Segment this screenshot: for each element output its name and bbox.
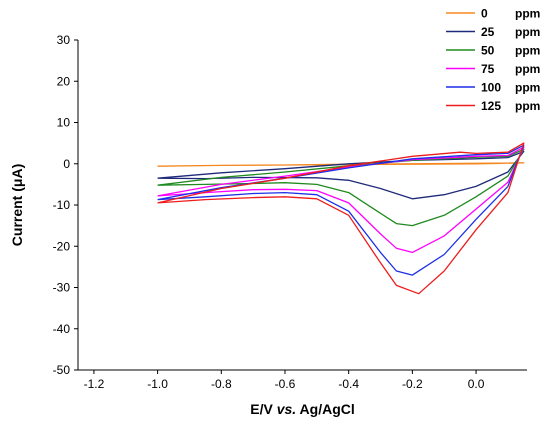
y-tick-label: -20 — [53, 239, 71, 253]
legend-unit-100: ppm — [515, 81, 540, 95]
series-line-0-ppm — [157, 162, 525, 167]
series-line-25-ppm — [157, 150, 525, 200]
x-tick-label: 0.0 — [468, 377, 485, 391]
x-tick-label: -0.6 — [275, 377, 296, 391]
legend-value-25: 25 — [481, 25, 495, 39]
x-tick-label: -0.4 — [338, 377, 359, 391]
x-axis-label: E/V vs. Ag/AgCl — [250, 401, 355, 417]
y-tick-label: -40 — [53, 322, 71, 336]
legend-value-100: 100 — [481, 81, 501, 95]
legend-value-75: 75 — [481, 62, 495, 76]
series-line-125-ppm — [157, 142, 525, 295]
y-tick-label: -30 — [53, 281, 71, 295]
legend-value-50: 50 — [481, 44, 495, 58]
axes: -1.2 -1.0 -0.8 -0.6 -0.4 -0.2 0.03020100-10-20… — [53, 33, 527, 391]
series-line-100-ppm — [157, 144, 525, 276]
legend-unit-75: ppm — [515, 62, 540, 76]
y-tick-label: 30 — [57, 33, 71, 47]
legend-unit-50: ppm — [515, 44, 540, 58]
y-tick-label: 10 — [57, 116, 71, 130]
legend-unit-0: ppm — [515, 7, 540, 21]
legend: 0 ppm 25 ppm 50 ppm 75 ppm 100 ppm 125 ppm — [446, 7, 540, 113]
legend-unit-125: ppm — [515, 99, 540, 113]
series-line-50-ppm — [157, 148, 525, 227]
x-tick-label: -0.2 — [402, 377, 423, 391]
y-tick-label: -50 — [53, 363, 71, 377]
x-tick-label: -0.8 — [211, 377, 232, 391]
y-tick-label: 0 — [63, 157, 70, 171]
legend-value-125: 125 — [481, 99, 501, 113]
x-tick-label: -1.2 — [84, 377, 105, 391]
y-tick-label: -10 — [53, 198, 71, 212]
x-tick-label: -1.0 — [147, 377, 168, 391]
y-axis-label: Current (μA) — [9, 164, 25, 246]
y-tick-label: 20 — [57, 74, 71, 88]
series-layer — [157, 142, 525, 295]
legend-value-0: 0 — [481, 7, 488, 21]
legend-unit-25: ppm — [515, 25, 540, 39]
